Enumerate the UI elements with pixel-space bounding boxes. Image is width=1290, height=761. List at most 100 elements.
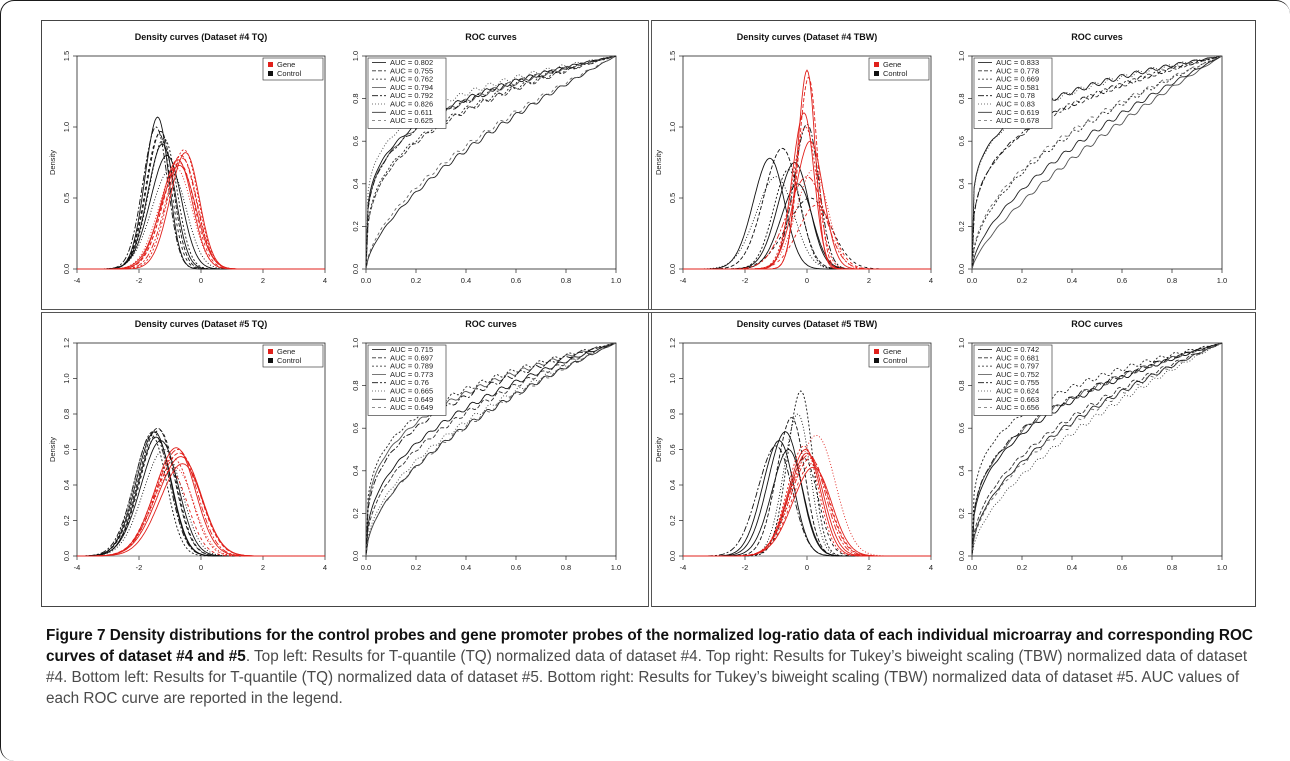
x-tick-label: 0.6 <box>1117 563 1127 572</box>
y-tick-label: 1.0 <box>957 51 966 61</box>
y-tick-label: 0.6 <box>668 444 677 454</box>
y-tick-label: 0.4 <box>62 480 71 490</box>
plot-frame <box>365 55 617 270</box>
x-tick-label: 0.4 <box>461 276 471 285</box>
legend-auc-label: AUC = 0.715 <box>390 345 433 354</box>
roc-line <box>365 55 617 270</box>
x-tick-label: 0.4 <box>461 563 471 572</box>
gene-density-line <box>683 204 931 270</box>
x-tick-label: 4 <box>929 563 933 572</box>
density-chart: Density curves (Dataset #4 TQ) -4 -2 0 2 4 0.0… <box>48 32 327 285</box>
gene-density-line <box>77 457 325 557</box>
y-tick-label: 0.4 <box>668 480 677 490</box>
x-tick-label: 0.2 <box>1017 276 1027 285</box>
figure-caption: Figure 7 Density distributions for the c… <box>46 625 1271 709</box>
y-tick-label: 0.4 <box>957 466 966 476</box>
control-density-line <box>77 137 325 270</box>
x-tick-label: 0.2 <box>411 276 421 285</box>
legend-auc-label: AUC = 0.678 <box>996 116 1039 125</box>
control-legend-label: Control <box>883 356 908 365</box>
control-density-line <box>77 169 325 270</box>
y-tick-label: 0.6 <box>957 136 966 146</box>
control-density-line <box>683 445 931 557</box>
roc-line <box>365 55 617 270</box>
legend-auc-label: AUC = 0.773 <box>390 370 433 379</box>
gene-density-line <box>683 176 931 270</box>
gene-legend-label: Gene <box>883 60 901 69</box>
y-tick-label: 1.0 <box>62 373 71 383</box>
x-tick-label: 0 <box>805 563 809 572</box>
y-tick-label: 0.8 <box>351 380 360 390</box>
y-tick-label: 0.4 <box>351 179 360 189</box>
legend-auc-label: AUC = 0.663 <box>996 395 1039 404</box>
y-tick-label: 0.5 <box>668 193 677 203</box>
gene-density-line <box>77 466 325 557</box>
control-legend-swatch <box>268 71 273 76</box>
roc-line <box>971 342 1223 557</box>
roc-line <box>971 342 1223 557</box>
control-density-line <box>683 169 931 270</box>
x-tick-label: 0.4 <box>1067 276 1077 285</box>
roc-line <box>971 342 1223 557</box>
gene-density-line <box>77 159 325 270</box>
y-tick-label: 1.2 <box>62 338 71 348</box>
control-density-line <box>77 116 325 270</box>
legend-auc-label: AUC = 0.797 <box>996 362 1039 371</box>
y-tick-label: 1.0 <box>668 373 677 383</box>
x-tick-label: 0.8 <box>1167 276 1177 285</box>
gene-legend-label: Gene <box>277 347 295 356</box>
x-tick-label: 4 <box>323 276 327 285</box>
roc-line <box>971 55 1223 270</box>
gene-density-line <box>683 112 931 270</box>
x-tick-label: 0.8 <box>1167 563 1177 572</box>
legend-box <box>367 344 447 416</box>
x-tick-label: -2 <box>742 276 749 285</box>
x-tick-label: 0.0 <box>967 276 977 285</box>
x-tick-label: -4 <box>680 563 687 572</box>
plot-frame <box>682 342 932 557</box>
y-tick-label: 0.2 <box>62 515 71 525</box>
legend-auc-label: AUC = 0.625 <box>390 116 433 125</box>
density-chart: Density curves (Dataset #5 TBW) -4 -2 0 2 4 0.… <box>654 319 933 572</box>
chart-title: ROC curves <box>465 32 517 42</box>
x-tick-label: 0.8 <box>561 276 571 285</box>
x-tick-label: 0.0 <box>361 563 371 572</box>
y-tick-label: 0.8 <box>957 93 966 103</box>
x-tick-label: 2 <box>261 563 265 572</box>
gene-legend-label: Gene <box>277 60 295 69</box>
legend-box <box>262 57 324 81</box>
control-density-line <box>77 133 325 270</box>
gene-legend-swatch <box>268 349 273 354</box>
roc-line <box>971 342 1223 557</box>
roc-chart: ROC curves 0.0 0.2 0.4 0.6 0.8 1.0 0.0 0.2 0.4 0.6… <box>351 32 621 285</box>
caption-text: . Top left: Results for T-quantile (TQ) … <box>46 648 1248 707</box>
y-tick-label: 1.0 <box>351 51 360 61</box>
x-tick-label: 0.2 <box>411 563 421 572</box>
gene-legend-swatch <box>874 62 879 67</box>
y-tick-label: 0.6 <box>62 444 71 454</box>
x-tick-label: 0.2 <box>1017 563 1027 572</box>
legend-auc-label: AUC = 0.742 <box>996 345 1039 354</box>
gene-density-line <box>683 457 931 557</box>
horizontal-divider <box>41 309 1256 313</box>
y-axis-label: Density <box>654 150 663 175</box>
legend-box <box>262 344 324 368</box>
x-tick-label: 2 <box>867 563 871 572</box>
x-tick-label: 1.0 <box>1217 563 1227 572</box>
legend-auc-label: AUC = 0.792 <box>390 91 433 100</box>
control-legend-label: Control <box>277 356 302 365</box>
x-tick-label: -2 <box>742 563 749 572</box>
gene-density-line <box>77 470 325 557</box>
y-tick-label: 1.0 <box>351 338 360 348</box>
y-tick-label: 0.8 <box>62 409 71 419</box>
x-tick-label: 1.0 <box>611 276 621 285</box>
legend-auc-label: AUC = 0.802 <box>390 58 433 67</box>
x-tick-label: 4 <box>929 276 933 285</box>
gene-density-line <box>77 152 325 270</box>
y-tick-label: 0.0 <box>62 551 71 561</box>
roc-line <box>365 342 617 557</box>
control-density-line <box>683 123 931 270</box>
roc-line <box>365 55 617 270</box>
y-tick-label: 0.6 <box>351 136 360 146</box>
y-tick-label: 0.4 <box>957 179 966 189</box>
